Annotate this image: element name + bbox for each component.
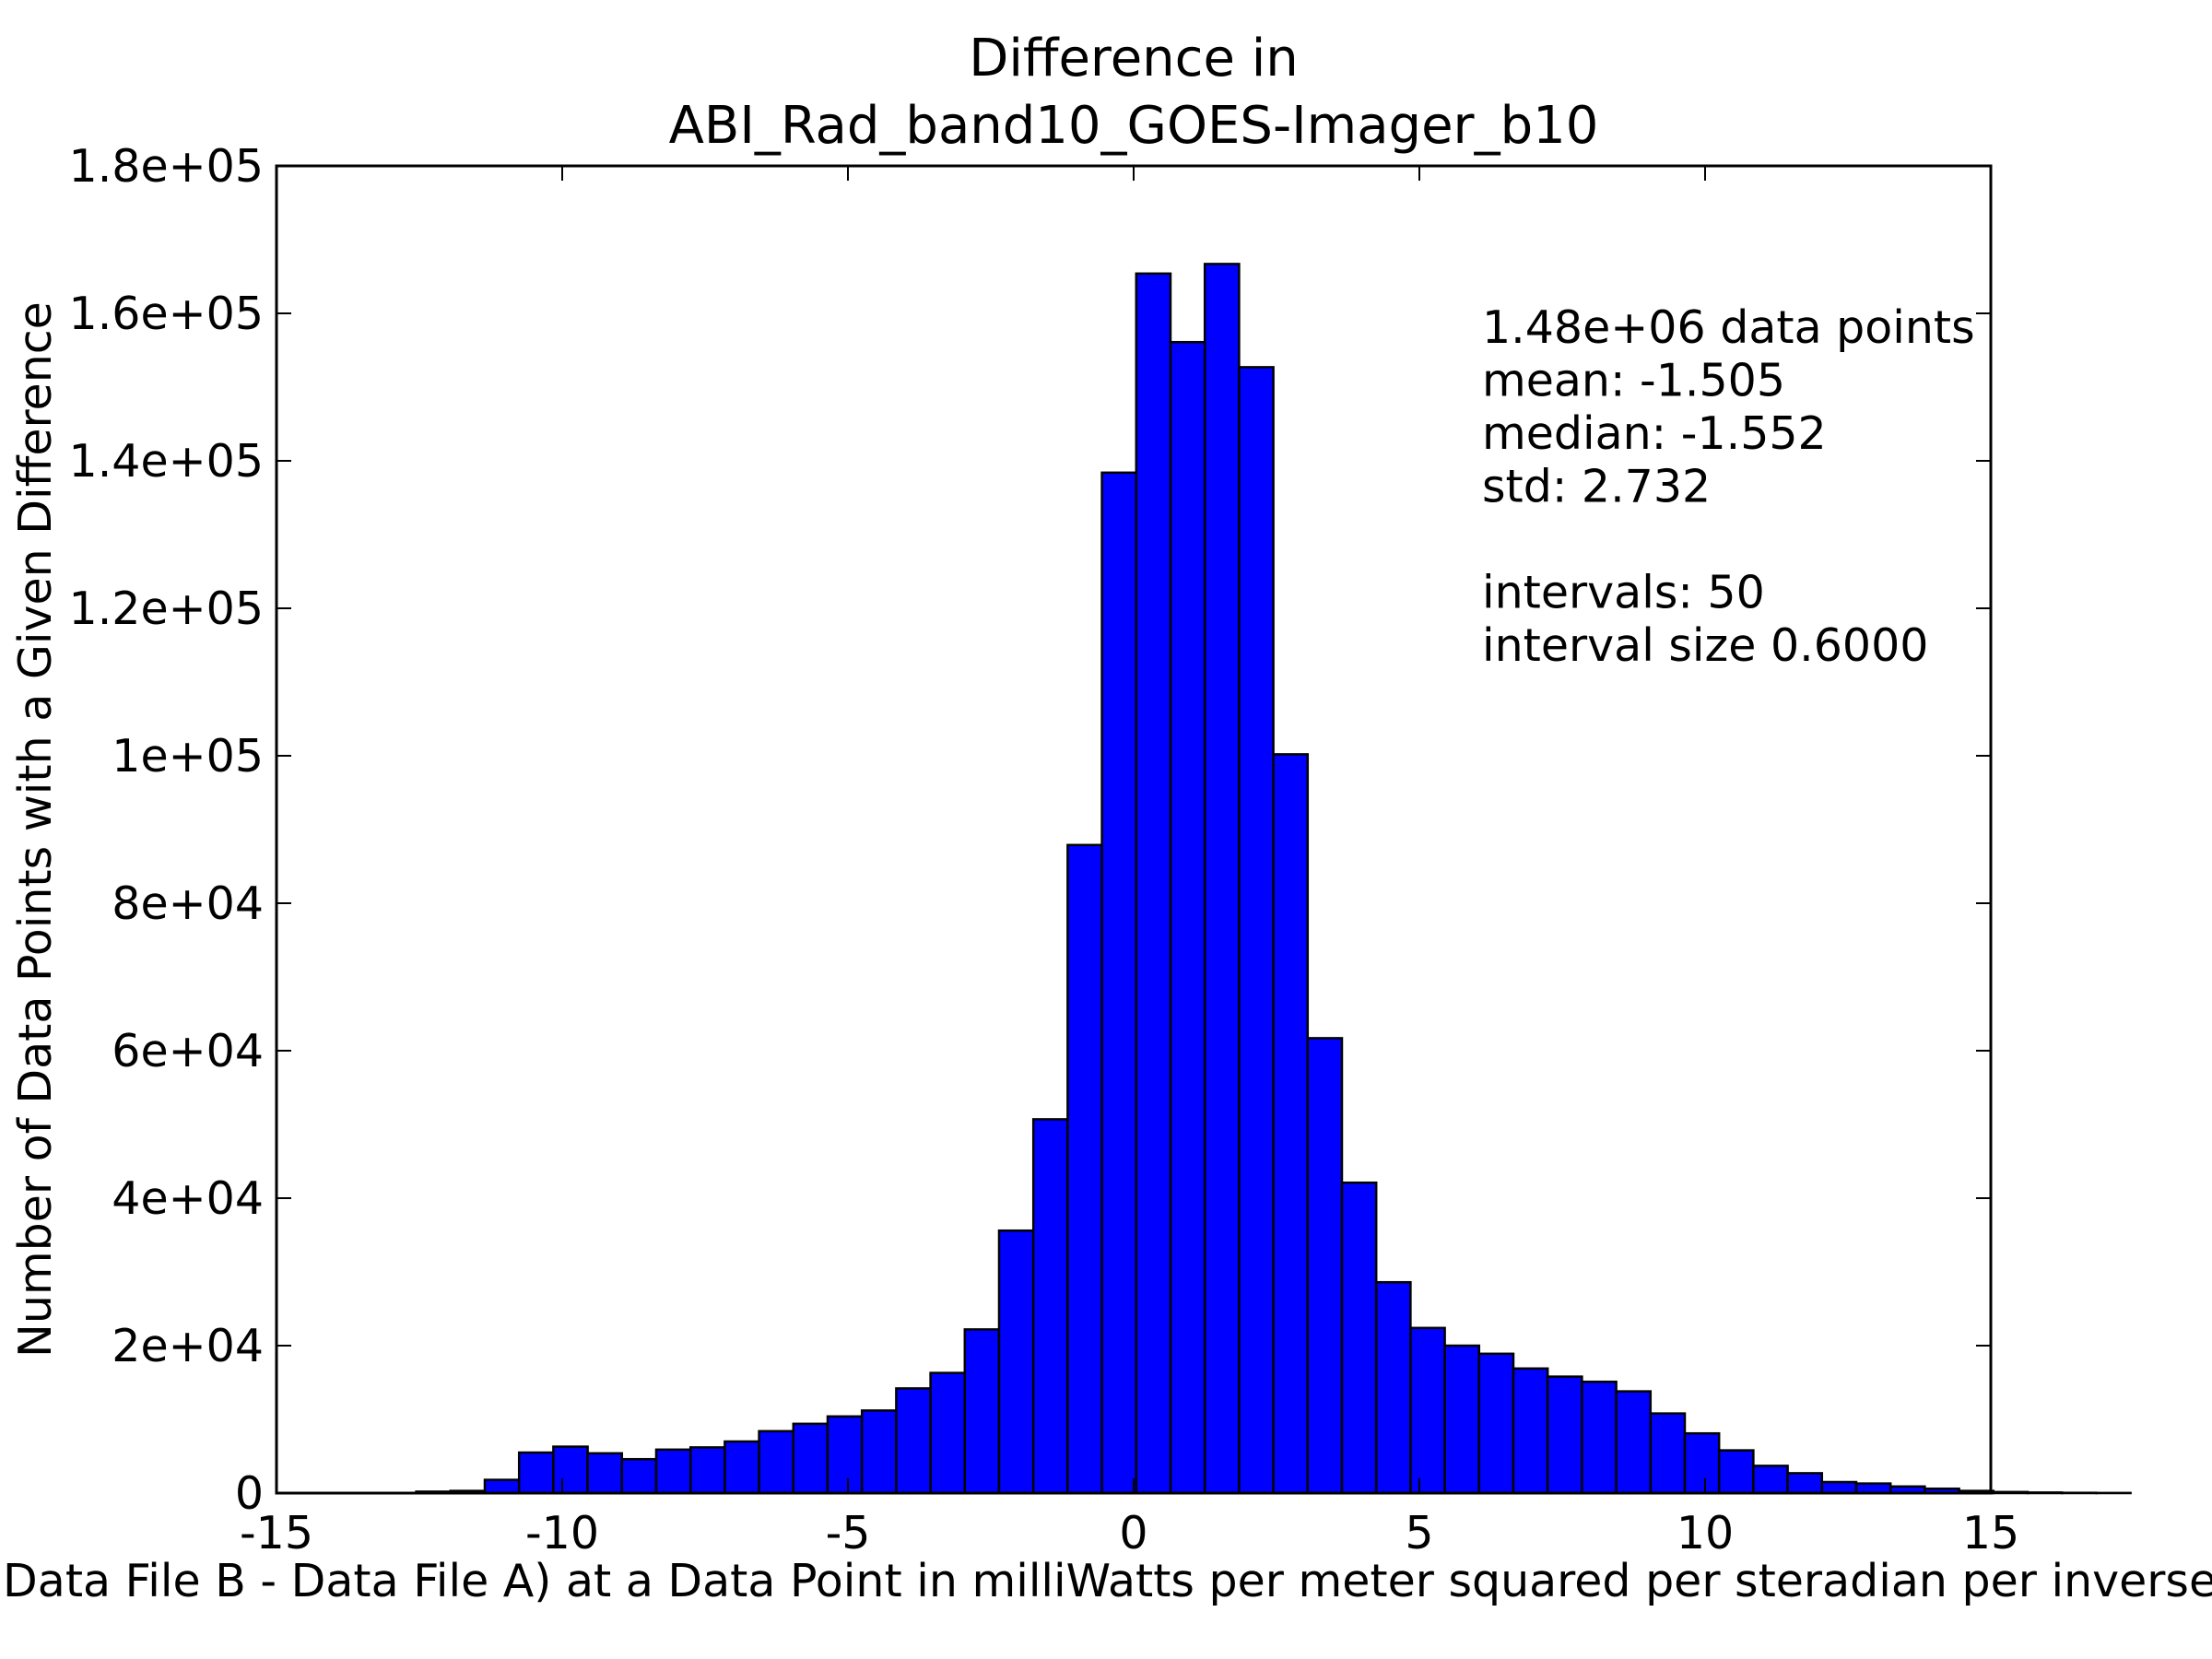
x-axis-ticks: -15 -10 -5 0 5 10 15 — [240, 166, 2019, 1559]
histogram-bar — [1854, 1482, 1892, 1495]
histogram-bar — [1683, 1431, 1721, 1495]
histogram-bar — [860, 1409, 898, 1495]
histogram-bar — [1649, 1412, 1687, 1495]
histogram-bar — [997, 1229, 1035, 1495]
histogram-bar — [1066, 843, 1103, 1495]
histogram-bar — [1992, 1490, 2030, 1495]
y-tick-label: 1.2e+05 — [69, 582, 264, 635]
histogram-bar — [654, 1448, 692, 1495]
y-tick-label: 8e+04 — [112, 877, 264, 930]
histogram-bar — [1512, 1367, 1549, 1495]
histogram-bar — [1546, 1375, 1583, 1495]
histogram-bar — [895, 1387, 932, 1495]
histogram-bar — [929, 1371, 967, 1495]
histogram-bar — [1477, 1352, 1515, 1495]
histogram-bar — [620, 1457, 658, 1495]
histogram-bar — [963, 1328, 1001, 1495]
y-tick-label: 0 — [235, 1467, 264, 1520]
y-tick-label: 2e+04 — [112, 1320, 264, 1372]
y-tick-label: 1e+05 — [112, 730, 264, 782]
y-axis-label: Number of Data Points with a Given Diffe… — [9, 301, 62, 1358]
histogram-bar — [1238, 366, 1275, 1495]
histogram-bar — [1786, 1472, 1824, 1495]
histogram-bar — [552, 1445, 589, 1495]
histogram-bar — [1717, 1449, 1755, 1495]
histogram-bar — [1100, 471, 1138, 1495]
y-axis-ticks: 0 2e+04 4e+04 6e+04 8e+04 1e+05 1.2e+05 1.4e+05… — [69, 140, 1991, 1520]
chart-title-line-2: ABI_Rad_band10_GOES-Imager_b10 — [669, 96, 1599, 156]
histogram-bar — [1135, 272, 1172, 1495]
x-tick-label: -15 — [240, 1507, 313, 1559]
histogram-bars — [415, 263, 2132, 1495]
x-tick-label: -5 — [826, 1507, 871, 1559]
y-tick-label: 1.8e+05 — [69, 140, 264, 193]
y-tick-label: 6e+04 — [112, 1025, 264, 1077]
histogram-bar — [1374, 1280, 1412, 1495]
y-tick-label: 1.4e+05 — [69, 435, 264, 488]
histogram-bar — [792, 1422, 830, 1495]
histogram-bar — [1752, 1465, 1789, 1495]
histogram-bar — [688, 1446, 726, 1495]
histogram-bar — [1031, 1118, 1069, 1495]
histogram-bar — [1443, 1344, 1481, 1495]
annotation-line: median: -1.552 — [1482, 407, 1827, 460]
x-tick-label: 10 — [1677, 1507, 1734, 1559]
y-tick-label: 4e+04 — [112, 1172, 264, 1225]
annotation-line: interval size 0.6000 — [1482, 619, 1928, 672]
annotation-line: std: 2.732 — [1482, 461, 1711, 513]
annotation-line: intervals: 50 — [1482, 567, 1765, 619]
histogram-bar — [483, 1478, 521, 1495]
histogram-bar — [1820, 1480, 1858, 1495]
histogram-bar — [724, 1440, 760, 1495]
histogram-bar — [1272, 753, 1310, 1495]
annotation-line: mean: -1.505 — [1482, 355, 1785, 407]
x-tick-label: 0 — [1119, 1507, 1147, 1559]
histogram-bar — [1581, 1380, 1618, 1495]
histogram-bar — [1306, 1037, 1344, 1495]
x-tick-label: -10 — [525, 1507, 599, 1559]
histogram-bar — [586, 1452, 624, 1495]
histogram-bar — [1169, 340, 1206, 1495]
x-tick-label: 15 — [1962, 1507, 2019, 1559]
histogram-bar — [1203, 263, 1241, 1495]
histogram-bar — [758, 1430, 795, 1495]
histogram-bar — [1615, 1390, 1653, 1495]
histogram-bar — [826, 1415, 864, 1495]
chart-title-line-1: Difference in — [969, 29, 1299, 88]
histogram-bar — [2026, 1491, 2064, 1495]
y-tick-label: 1.6e+05 — [69, 288, 264, 340]
annotation-line: 1.48e+06 data points — [1482, 301, 1975, 354]
histogram-bar — [517, 1451, 555, 1495]
x-axis-label: Value of (Data File B - Data File A) at … — [0, 1555, 2212, 1607]
histogram-bar — [1409, 1326, 1446, 1495]
histogram-bar — [1340, 1181, 1378, 1495]
x-tick-label: 5 — [1405, 1507, 1433, 1559]
